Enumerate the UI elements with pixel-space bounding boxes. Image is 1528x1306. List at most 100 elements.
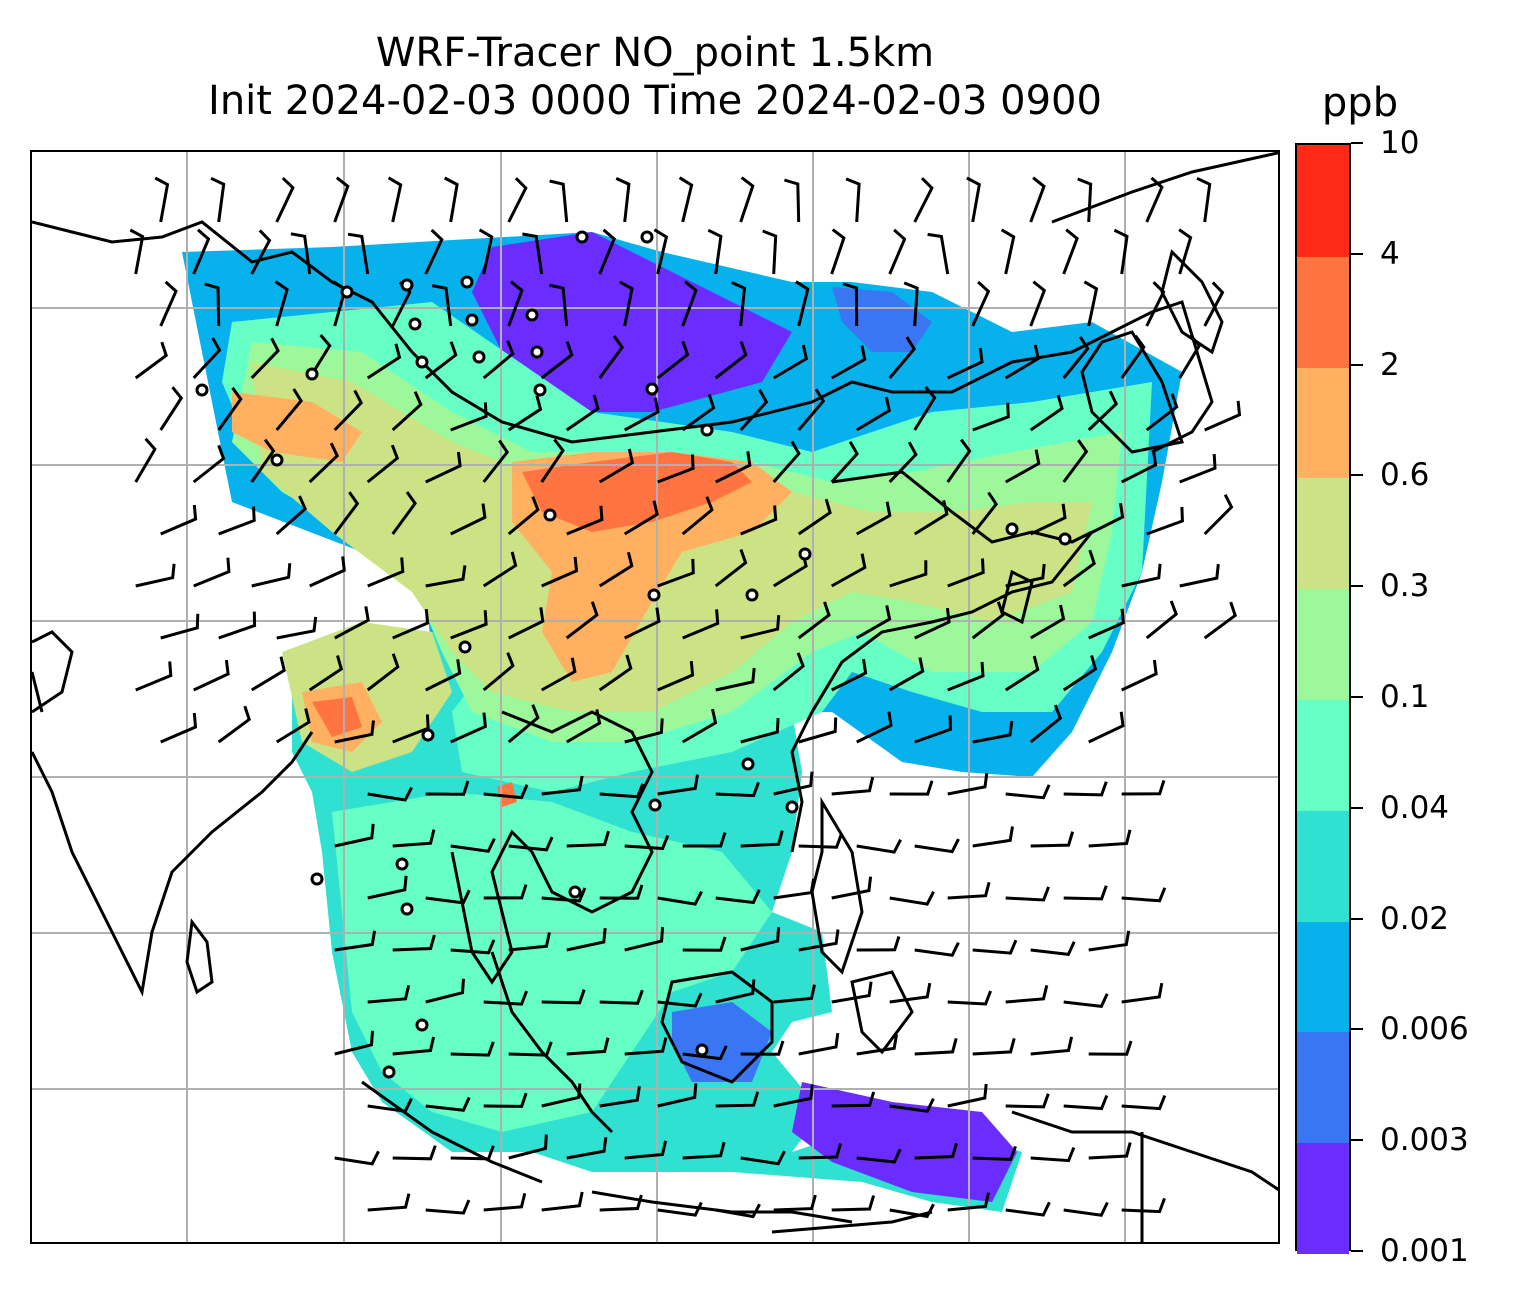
colorbar-tick <box>1351 252 1363 255</box>
wind-barb <box>274 280 289 327</box>
wind-barb <box>739 389 769 432</box>
colorbar-tick <box>1351 1250 1363 1252</box>
map-panel <box>30 150 1280 1244</box>
wind-barb <box>450 1041 495 1057</box>
wind-barb <box>334 930 377 952</box>
wind-barb <box>795 280 810 327</box>
wind-barb <box>1088 502 1125 536</box>
wind-barb <box>1088 711 1125 744</box>
wind-barb <box>391 491 417 535</box>
wind-barb <box>623 397 660 432</box>
wind-barb <box>656 340 690 380</box>
wind-barb <box>947 347 984 380</box>
wind-barb <box>1120 334 1146 379</box>
coastlines <box>32 152 1278 1242</box>
wind-barb <box>154 176 170 223</box>
wind-barb <box>565 709 602 744</box>
wind-barbs <box>129 176 1242 1219</box>
colorbar-tick-label: 4 <box>1380 235 1400 272</box>
wind-barb <box>707 228 723 275</box>
tracer-field <box>182 232 1182 1212</box>
wind-barb <box>657 1083 698 1108</box>
coast-sumatra <box>361 1080 543 1184</box>
colorbar-segment <box>1297 366 1349 479</box>
wind-barb <box>947 881 991 900</box>
wind-barb <box>797 601 831 640</box>
wind-barb <box>798 1143 843 1160</box>
coast-china-north <box>32 220 1214 454</box>
coast-taiwan <box>1000 569 1034 625</box>
wind-barb <box>842 282 859 327</box>
wind-barb <box>1179 454 1217 484</box>
calm-marker <box>382 1065 396 1079</box>
wind-barb <box>889 560 928 588</box>
wind-barb <box>830 553 867 588</box>
wind-barb <box>972 402 1010 432</box>
wind-barb <box>367 1193 411 1212</box>
wind-barb <box>508 1041 553 1057</box>
wind-barb <box>507 395 543 432</box>
calm-marker <box>305 367 319 381</box>
colorbar-tick <box>1351 696 1363 698</box>
wind-barb <box>739 176 755 223</box>
colorbar-tick <box>1351 1028 1363 1031</box>
wind-barb <box>598 654 633 692</box>
wind-barb <box>333 389 364 432</box>
colorbar-tick <box>1351 917 1363 920</box>
colorbar-tick-label: 0.04 <box>1380 789 1450 826</box>
wind-barb <box>367 786 413 802</box>
wind-barb <box>1005 784 1051 800</box>
wind-barb <box>1121 659 1158 692</box>
wind-barb <box>1030 1147 1076 1163</box>
colorbar-segment <box>1297 809 1349 922</box>
wind-barb <box>1196 176 1212 223</box>
wind-barb <box>482 551 518 588</box>
wind-barb <box>947 1083 988 1108</box>
coast-borneo <box>660 970 774 1084</box>
calm-marker <box>640 230 654 244</box>
wind-barb <box>1063 781 1108 797</box>
wind-barb <box>507 496 540 536</box>
wind-barb <box>947 661 985 692</box>
wind-barb <box>598 335 625 379</box>
wind-barb <box>308 334 332 379</box>
wind-barb <box>334 823 375 848</box>
tracer-hotspot-red-c <box>522 452 752 532</box>
wind-barb <box>715 1203 761 1219</box>
calm-marker <box>798 547 812 561</box>
wind-barb <box>541 887 587 903</box>
wind-barb <box>1005 984 1049 1004</box>
tracer-region-low-north <box>472 232 792 412</box>
wind-barb <box>540 657 577 692</box>
wind-barb <box>714 548 748 588</box>
wind-barb <box>218 506 256 536</box>
colorbar-segment <box>1297 588 1349 700</box>
wind-barb <box>566 830 610 848</box>
wind-barb <box>1088 1142 1132 1160</box>
calm-marker <box>695 1043 709 1057</box>
wind-barb <box>1062 335 1090 379</box>
wind-barb <box>431 284 453 327</box>
calm-marker <box>465 313 479 327</box>
wind-barb <box>657 774 699 796</box>
wind-barb <box>889 780 934 796</box>
wind-barb <box>540 438 565 483</box>
wind-barb <box>772 652 805 692</box>
calm-marker <box>395 857 409 871</box>
wind-barb <box>678 176 694 223</box>
wind-barb <box>482 652 515 692</box>
wind-barb <box>657 660 695 692</box>
wind-barb <box>450 402 488 432</box>
calm-marker <box>415 355 429 369</box>
wind-barb <box>681 496 714 536</box>
wind-barb <box>914 715 953 744</box>
wind-barb <box>1077 177 1093 223</box>
wind-barb <box>483 784 529 800</box>
wind-barb <box>913 386 937 431</box>
wind-barb <box>192 444 226 484</box>
wind-barb <box>1146 506 1184 536</box>
wind-barb <box>966 176 981 223</box>
wind-barb <box>914 1038 958 1056</box>
wind-barb <box>972 1038 1016 1056</box>
wind-barb <box>566 505 604 536</box>
